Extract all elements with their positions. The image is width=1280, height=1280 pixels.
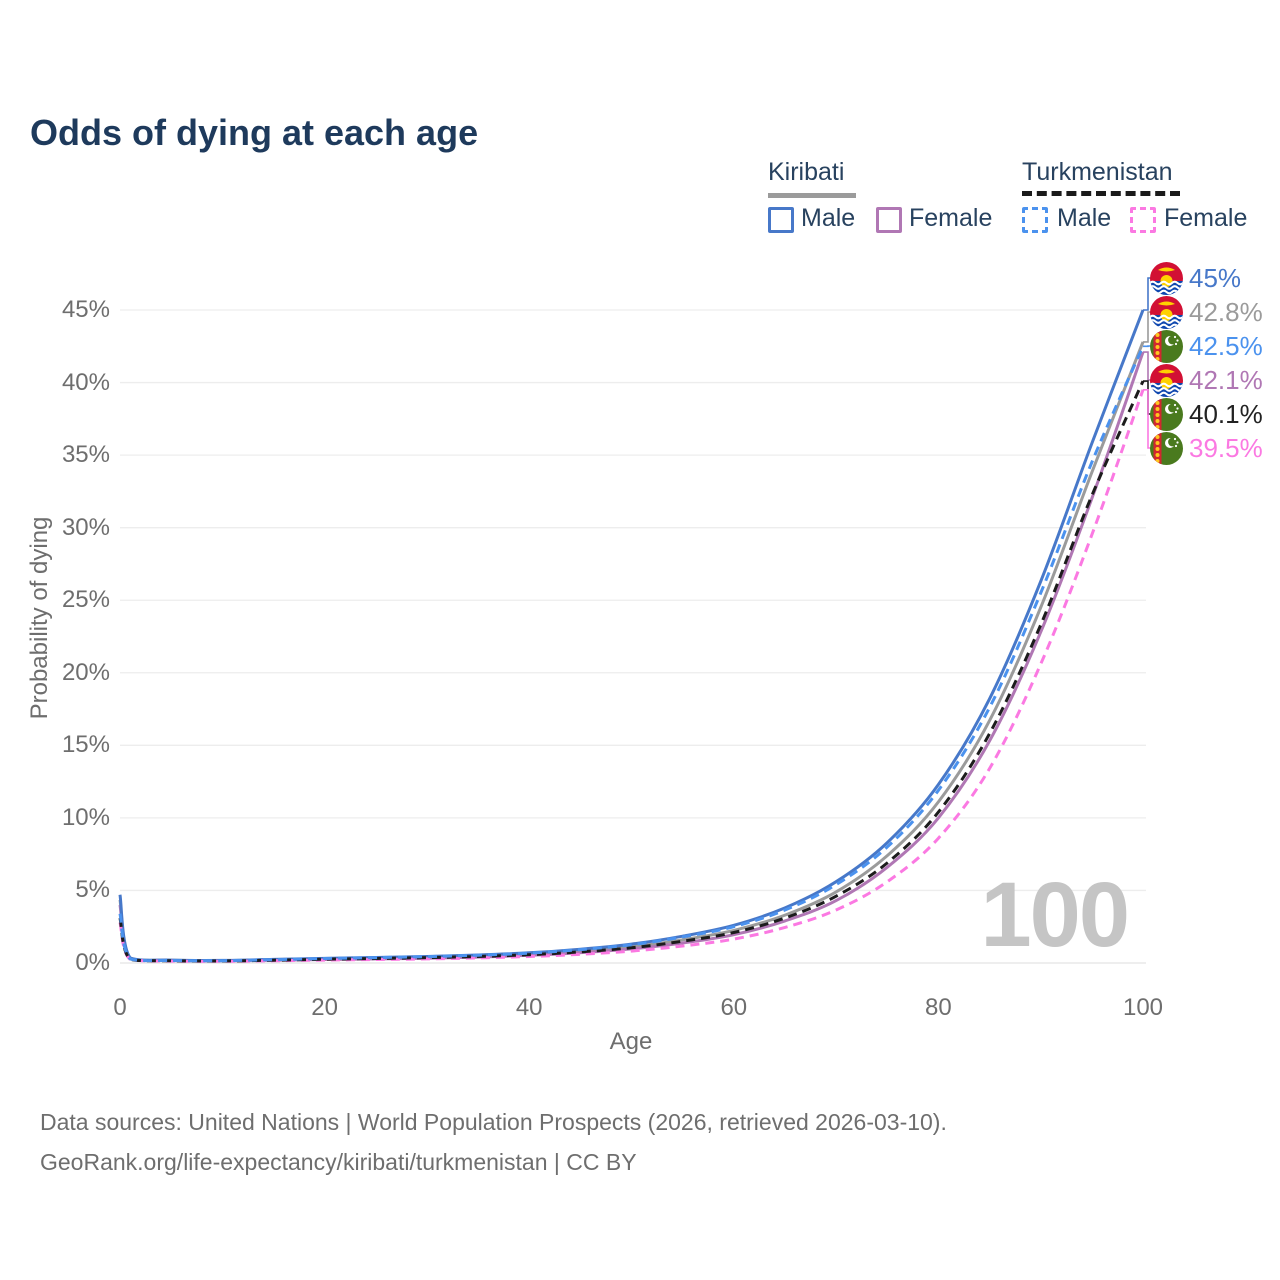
turkmenistan-female-label: Female bbox=[1164, 204, 1248, 232]
data-source-note: Data sources: United Nations | World Pop… bbox=[40, 1109, 947, 1135]
kiribati-line-style-swatch bbox=[768, 193, 856, 198]
turkmenistan-line-style-swatch bbox=[1022, 191, 1180, 196]
y-tick-label-40: 40% bbox=[61, 368, 110, 396]
legend-country-turkmenistan: Turkmenistan bbox=[1022, 158, 1173, 186]
end-value-label: 42.8% bbox=[1189, 296, 1263, 327]
turkmenistan-female-swatch-icon bbox=[1130, 207, 1156, 233]
turkmenistan-male-label: Male bbox=[1057, 204, 1112, 232]
x-tick-label-100: 100 bbox=[1122, 994, 1164, 1021]
line-kiribati-male bbox=[118, 309, 1145, 962]
x-tick-label-0: 0 bbox=[113, 994, 127, 1021]
x-axis-title: Age bbox=[609, 1028, 653, 1055]
end-value-label: 42.1% bbox=[1189, 364, 1263, 395]
kiribati-male-label: Male bbox=[801, 204, 856, 232]
y-tick-label-25: 25% bbox=[61, 586, 110, 614]
kiribati-female-label: Female bbox=[909, 204, 993, 232]
end-label-row-turkmenistan-both-sexes: 40.1% bbox=[1150, 397, 1263, 431]
kiribati-flag-icon bbox=[1150, 363, 1183, 397]
end-label-row-kiribati-female: 42.1% bbox=[1150, 363, 1263, 397]
age-watermark: 100 bbox=[980, 864, 1131, 966]
y-tick-label-5: 5% bbox=[75, 876, 110, 904]
legend-country-kiribati: Kiribati bbox=[768, 158, 845, 186]
end-label-row-kiribati-both-sexes: 42.8% bbox=[1150, 295, 1263, 329]
end-value-label: 39.5% bbox=[1189, 432, 1263, 463]
y-tick-label-15: 15% bbox=[61, 731, 110, 759]
line-turkmenistan-both-sexes bbox=[118, 380, 1145, 963]
end-label-row-kiribati-male: 45% bbox=[1150, 261, 1241, 295]
y-tick-label-0: 0% bbox=[75, 949, 110, 976]
turkmenistan-flag-icon bbox=[1150, 329, 1183, 363]
x-tick-label-80: 80 bbox=[925, 994, 952, 1021]
x-tick-label-20: 20 bbox=[311, 994, 338, 1021]
end-value-label: 42.5% bbox=[1189, 330, 1263, 361]
end-label-row-turkmenistan-female: 39.5% bbox=[1150, 431, 1263, 465]
page-title: Odds of dying at each age bbox=[30, 112, 479, 154]
y-tick-label-20: 20% bbox=[61, 658, 110, 686]
x-tick-label-60: 60 bbox=[720, 994, 748, 1021]
turkmenistan-male-swatch-icon bbox=[1022, 207, 1048, 233]
y-tick-label-45: 45% bbox=[61, 296, 110, 323]
line-turkmenistan-male bbox=[118, 345, 1145, 963]
y-tick-label-35: 35% bbox=[61, 441, 110, 469]
kiribati-flag-icon bbox=[1150, 295, 1183, 329]
end-label-row-turkmenistan-male: 42.5% bbox=[1150, 329, 1263, 363]
y-tick-label-10: 10% bbox=[61, 803, 110, 831]
y-tick-label-30: 30% bbox=[61, 513, 110, 541]
end-value-label: 45% bbox=[1189, 262, 1242, 293]
end-value-label: 40.1% bbox=[1189, 398, 1263, 429]
x-tick-label-40: 40 bbox=[515, 994, 543, 1021]
turkmenistan-flag-icon bbox=[1150, 397, 1183, 431]
attribution-note: GeoRank.org/life-expectancy/kiribati/tur… bbox=[40, 1149, 637, 1175]
turkmenistan-flag-icon bbox=[1150, 431, 1183, 465]
kiribati-male-swatch-icon bbox=[768, 207, 794, 233]
kiribati-female-swatch-icon bbox=[876, 207, 902, 233]
kiribati-flag-icon bbox=[1150, 261, 1183, 295]
